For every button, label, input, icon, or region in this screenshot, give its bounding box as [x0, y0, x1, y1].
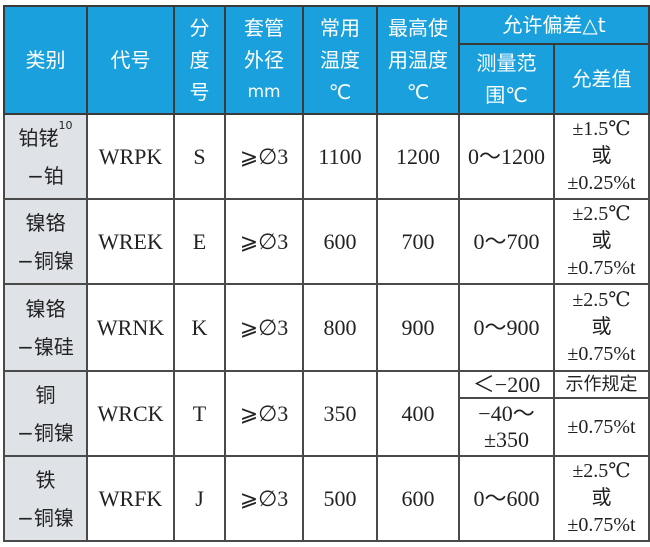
tolerance-cell: ±2.5℃ 或 ±0.75%t [553, 455, 650, 542]
normal-temp-cell: 800 [302, 283, 378, 372]
range-cell: 0～1200 [458, 113, 555, 200]
diameter-cell: ⩾∅3 [224, 455, 304, 542]
max-temp-cell: 400 [376, 370, 460, 457]
max-temp-cell: 900 [376, 283, 460, 372]
table-row: 铜 −铜镍 WRCK T ⩾∅3 350 400 ＜−200 示作规定 [3, 370, 650, 457]
category-cell: 铁 −铜镍 [3, 455, 88, 542]
diameter-cell: ⩾∅3 [224, 198, 304, 285]
table-row: 铁 −铜镍 WRFK J ⩾∅3 500 600 0～600 ±2.5℃ 或 ±0.7… [3, 455, 650, 542]
code-cell: WRNK [86, 283, 175, 372]
max-temp-cell: 1200 [376, 113, 460, 200]
range-cell: 0～700 [458, 198, 555, 285]
header-range: 测量范 围℃ [458, 43, 555, 115]
tolerance-cell: ±0.75%t [553, 397, 650, 457]
normal-temp-cell: 600 [302, 198, 378, 285]
graduation-cell: K [173, 283, 226, 372]
range-cell: 0～900 [458, 283, 555, 372]
category-cell: 铜 −铜镍 [3, 370, 88, 457]
code-cell: WREK [86, 198, 175, 285]
normal-temp-cell: 500 [302, 455, 378, 542]
tolerance-cell: ±2.5℃ 或 ±0.75%t [553, 283, 650, 372]
range-cell: ＜−200 [458, 370, 555, 399]
code-cell: WRPK [86, 113, 175, 200]
diameter-cell: ⩾∅3 [224, 283, 304, 372]
diameter-cell: ⩾∅3 [224, 113, 304, 200]
table-row: −40～ ±350 ±0.75%t [4, 397, 650, 457]
table-row: 铂铑10 −铂 WRPK S ⩾∅3 1100 1200 0～1200 ±1.5℃… [3, 113, 650, 200]
tolerance-cell: ±1.5℃ 或 ±0.25%t [553, 113, 650, 200]
code-cell: WRCK [86, 370, 175, 457]
range-cell: −40～ ±350 [458, 397, 555, 457]
graduation-cell: J [173, 455, 226, 542]
code-cell: WRFK [86, 455, 175, 542]
category-cell: 镍铬 −镍硅 [3, 283, 88, 372]
graduation-cell: S [173, 113, 226, 200]
header-tol-value: 允差值 [553, 43, 650, 115]
normal-temp-cell: 1100 [302, 113, 378, 200]
thermocouple-spec-table: 类别 代号 分度号 套管 外径 mm 常用 温度 ℃ 最高使 用温度 ℃ 允许偏差△t 测量… [3, 5, 650, 542]
graduation-cell: E [173, 198, 226, 285]
tolerance-cell: 示作规定 [553, 370, 650, 399]
table-row: 镍铬 −镍硅 WRNK K ⩾∅3 800 900 0～900 ±2.5℃ 或 ±0.… [3, 283, 650, 372]
header-category: 类别 [3, 5, 88, 115]
header-sheath-diameter: 套管 外径 mm [224, 5, 304, 115]
header-max-temp: 最高使 用温度 ℃ [376, 5, 460, 115]
header-normal-temp: 常用 温度 ℃ [302, 5, 378, 115]
table-row: 镍铬 −铜镍 WREK E ⩾∅3 600 700 0～700 ±2.5℃ 或 ±0.… [3, 198, 650, 285]
tolerance-cell: ±2.5℃ 或 ±0.75%t [553, 198, 650, 285]
graduation-cell: T [173, 370, 226, 457]
header-tolerance: 允许偏差△t [458, 5, 650, 45]
category-cell: 镍铬 −铜镍 [3, 198, 88, 285]
diameter-cell: ⩾∅3 [224, 370, 304, 457]
range-cell: 0～600 [458, 455, 555, 542]
max-temp-cell: 600 [376, 455, 460, 542]
category-cell: 铂铑10 −铂 [3, 113, 88, 200]
header-code: 代号 [86, 5, 175, 115]
normal-temp-cell: 350 [302, 370, 378, 457]
max-temp-cell: 700 [376, 198, 460, 285]
header-graduation: 分度号 [173, 5, 226, 115]
